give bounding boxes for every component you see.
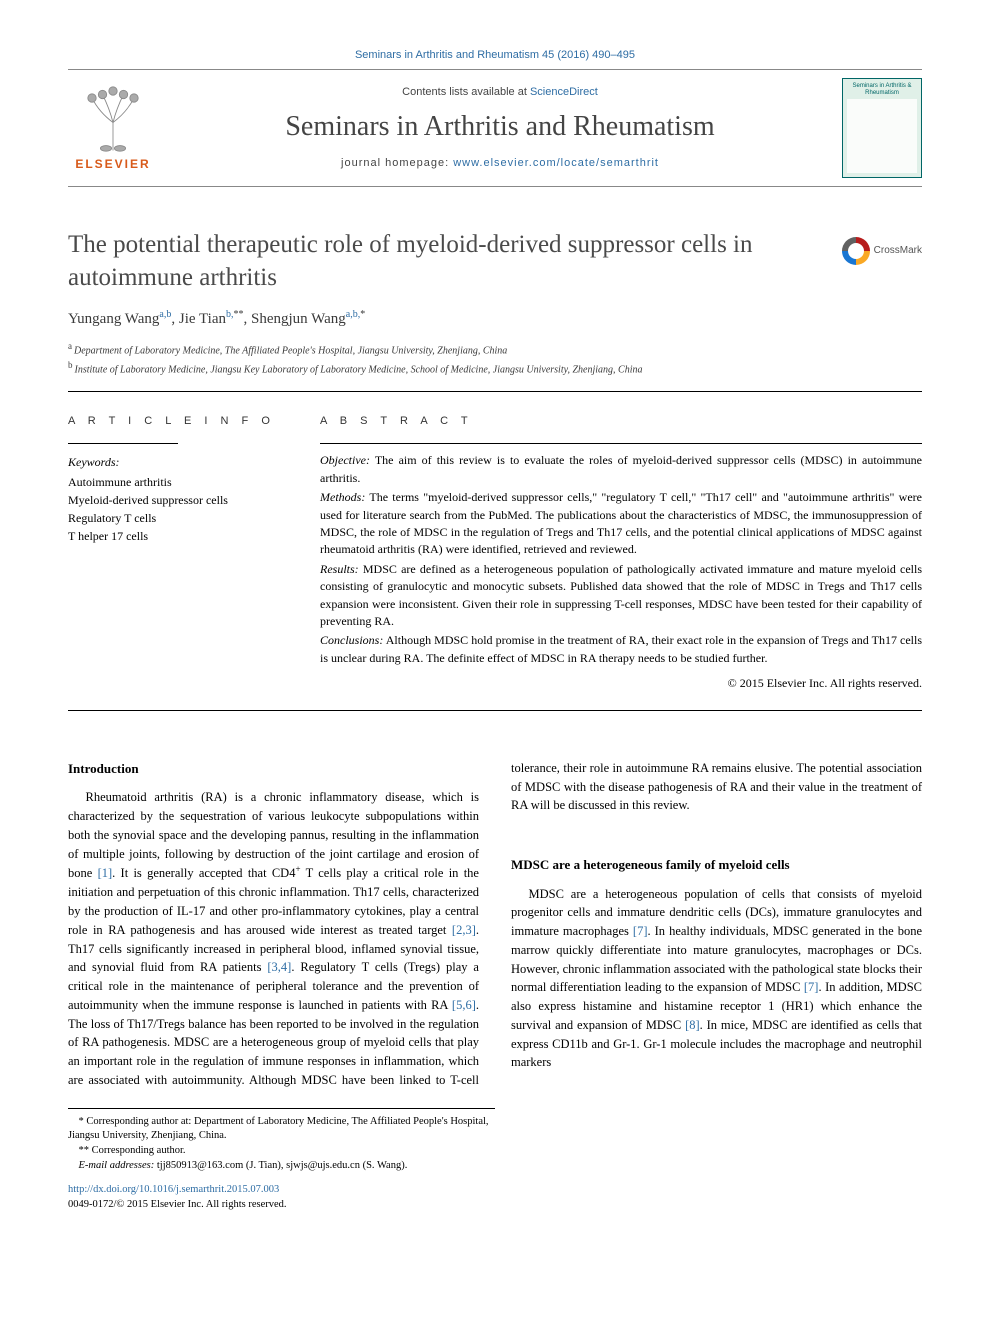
doi-block: http://dx.doi.org/10.1016/j.semarthrit.2… xyxy=(68,1183,495,1212)
section-introduction-head: Introduction xyxy=(68,759,479,779)
corr1-mark: * xyxy=(79,1116,84,1127)
email-addresses: tjj850913@163.com (J. Tian), sjwjs@ujs.e… xyxy=(157,1160,407,1171)
keyword-2: Myeloid-derived suppressor cells xyxy=(68,491,288,509)
methods-label: Methods: xyxy=(320,490,365,504)
abstract: A B S T R A C T Objective: The aim of th… xyxy=(320,414,922,692)
author-1-aff[interactable]: a,b xyxy=(159,309,171,320)
section-mdsc-head: MDSC are a heterogeneous family of myelo… xyxy=(511,855,922,875)
article-info: A R T I C L E I N F O Keywords: Autoimmu… xyxy=(68,414,288,692)
citation-link[interactable]: Seminars in Arthritis and Rheumatism 45 … xyxy=(355,49,635,61)
author-3: Shengjun Wang xyxy=(251,311,346,327)
authors: Yungang Wanga,b, Jie Tianb,**, Shengjun … xyxy=(68,308,922,330)
conclusions-label: Conclusions: xyxy=(320,633,383,647)
methods-text: The terms "myeloid-derived suppressor ce… xyxy=(320,490,922,556)
author-2-mark: ** xyxy=(233,309,243,320)
crossmark-label: CrossMark xyxy=(874,244,922,258)
homepage-link[interactable]: www.elsevier.com/locate/semarthrit xyxy=(453,157,659,169)
affiliations: aDepartment of Laboratory Medicine, The … xyxy=(68,340,922,377)
author-3-mark: * xyxy=(360,309,365,320)
running-head: Seminars in Arthritis and Rheumatism 45 … xyxy=(68,48,922,63)
masthead-center: Contents lists available at ScienceDirec… xyxy=(158,85,842,171)
publisher-logo-block: ELSEVIER xyxy=(68,84,158,173)
email-label: E-mail addresses: xyxy=(79,1160,155,1171)
affiliation-b: Institute of Laboratory Medicine, Jiangs… xyxy=(75,364,643,375)
abstract-objective: Objective: The aim of this review is to … xyxy=(320,452,922,487)
elsevier-tree-icon xyxy=(78,84,148,154)
intro-p1b: . It is generally accepted that CD4 xyxy=(112,867,295,881)
results-text: MDSC are defined as a heterogeneous popu… xyxy=(320,562,922,628)
column-spacer xyxy=(511,815,922,855)
issn-line: 0049-0172/© 2015 Elsevier Inc. All right… xyxy=(68,1199,287,1210)
rule-top xyxy=(68,391,922,392)
affiliation-a: Department of Laboratory Medicine, The A… xyxy=(74,346,507,357)
corr2-mark: ** xyxy=(79,1145,90,1156)
article-head: CrossMark The potential therapeutic role… xyxy=(68,229,922,377)
keyword-4: T helper 17 cells xyxy=(68,527,288,545)
objective-label: Objective: xyxy=(320,453,370,467)
homepage-prefix: journal homepage: xyxy=(341,157,453,169)
ref-3-4[interactable]: [3,4] xyxy=(267,960,291,974)
author-3-aff[interactable]: a,b, xyxy=(346,309,360,320)
doi-link[interactable]: http://dx.doi.org/10.1016/j.semarthrit.2… xyxy=(68,1184,279,1195)
info-abstract-row: A R T I C L E I N F O Keywords: Autoimmu… xyxy=(68,414,922,711)
corr1-text: Corresponding author at: Department of L… xyxy=(68,1116,489,1142)
results-label: Results: xyxy=(320,562,359,576)
ref-8[interactable]: [8] xyxy=(685,1018,700,1032)
abstract-results: Results: MDSC are defined as a heterogen… xyxy=(320,561,922,631)
contents-prefix: Contents lists available at xyxy=(402,86,530,98)
ref-2-3[interactable]: [2,3] xyxy=(452,923,476,937)
corr-2: ** Corresponding author. xyxy=(68,1144,495,1159)
abstract-rule xyxy=(320,443,922,444)
crossmark-icon xyxy=(842,237,870,265)
corr2-text: Corresponding author. xyxy=(92,1145,186,1156)
cover-body xyxy=(847,99,917,174)
article-title: The potential therapeutic role of myeloi… xyxy=(68,229,808,294)
ref-1[interactable]: [1] xyxy=(98,867,113,881)
abstract-methods: Methods: The terms "myeloid-derived supp… xyxy=(320,489,922,559)
keyword-3: Regulatory T cells xyxy=(68,509,288,527)
page: Seminars in Arthritis and Rheumatism 45 … xyxy=(0,0,990,1253)
ref-7b[interactable]: [7] xyxy=(804,980,819,994)
journal-homepage: journal homepage: www.elsevier.com/locat… xyxy=(158,156,842,171)
journal-cover-thumb: Seminars in Arthritis & Rheumatism xyxy=(842,78,922,178)
article-info-label: A R T I C L E I N F O xyxy=(68,414,288,429)
ref-7a[interactable]: [7] xyxy=(633,924,648,938)
info-rule xyxy=(68,443,178,444)
author-1: Yungang Wang xyxy=(68,311,159,327)
cover-title: Seminars in Arthritis & Rheumatism xyxy=(847,83,917,96)
journal-name: Seminars in Arthritis and Rheumatism xyxy=(158,107,842,146)
keyword-1: Autoimmune arthritis xyxy=(68,473,288,491)
elsevier-wordmark: ELSEVIER xyxy=(75,156,150,173)
conclusions-text: Although MDSC hold promise in the treatm… xyxy=(320,633,922,664)
sciencedirect-link[interactable]: ScienceDirect xyxy=(530,86,598,98)
keywords-head: Keywords: xyxy=(68,454,288,471)
ref-5-6[interactable]: [5,6] xyxy=(452,998,476,1012)
mdsc-p1: MDSC are a heterogeneous population of c… xyxy=(511,885,922,1073)
crossmark-badge[interactable]: CrossMark xyxy=(842,237,922,265)
abstract-copyright: © 2015 Elsevier Inc. All rights reserved… xyxy=(320,675,922,692)
corr-1: * Corresponding author at: Department of… xyxy=(68,1115,495,1144)
contents-line: Contents lists available at ScienceDirec… xyxy=(158,85,842,100)
masthead: ELSEVIER Contents lists available at Sci… xyxy=(68,69,922,187)
abstract-conclusions: Conclusions: Although MDSC hold promise … xyxy=(320,632,922,667)
abstract-label: A B S T R A C T xyxy=(320,414,922,429)
author-2: Jie Tian xyxy=(179,311,226,327)
body-columns: Introduction Rheumatoid arthritis (RA) i… xyxy=(68,759,922,1090)
email-line: E-mail addresses: tjj850913@163.com (J. … xyxy=(68,1159,495,1174)
footnotes: * Corresponding author at: Department of… xyxy=(68,1108,495,1213)
objective-text: The aim of this review is to evaluate th… xyxy=(320,453,922,484)
